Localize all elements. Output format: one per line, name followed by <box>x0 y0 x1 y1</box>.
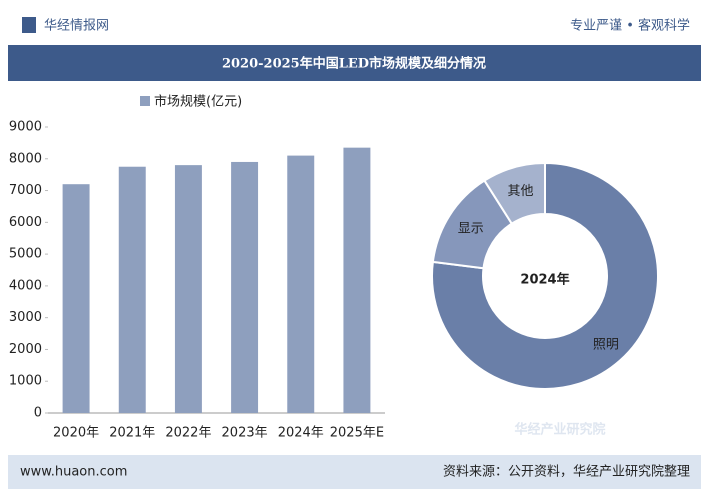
legend-label: 市场规模(亿元) <box>154 94 242 110</box>
y-tick-label: 5000 <box>9 247 42 262</box>
y-tick-label: 1000 <box>9 374 42 389</box>
donut-segment <box>483 161 546 226</box>
bar <box>174 165 202 413</box>
y-tick-label: 2000 <box>9 342 42 357</box>
x-tick-label: 2023年 <box>222 426 268 441</box>
x-tick-label: 2025年E <box>330 426 384 441</box>
brand: 华经情报网 <box>44 19 109 34</box>
x-tick-label: 2024年 <box>278 426 324 441</box>
legend-swatch <box>140 96 150 106</box>
footer-bar <box>8 455 701 489</box>
center-label: 2024年 <box>520 272 569 288</box>
title-banner <box>8 45 701 81</box>
y-tick-label: 0 <box>34 406 42 421</box>
y-tick-label: 3000 <box>9 310 42 325</box>
bar <box>118 166 146 413</box>
logo-icon <box>22 17 36 33</box>
bar <box>62 184 90 413</box>
chart-title: 2020-2025年中国LED市场规模及细分情况 <box>222 56 486 72</box>
donut-chart: 照明 显示 其他 2024年 <box>431 161 659 390</box>
x-tick-label: 2020年 <box>53 426 99 441</box>
y-tick-label: 6000 <box>9 215 42 230</box>
donut-segment <box>431 161 659 390</box>
y-tick-label: 8000 <box>9 151 42 166</box>
x-tick-label: 2022年 <box>165 426 211 441</box>
slogan: 专业严谨 • 客观科学 <box>570 18 690 34</box>
segment-label: 其他 <box>507 184 533 199</box>
footer-website: www.huaon.com <box>20 465 127 480</box>
bar-chart: 0 1000 2000 3000 4000 5000 6000 7000 8000 9000 市场规… <box>9 94 385 441</box>
bar <box>287 155 315 413</box>
footer-source: 资料来源：公开资料，华经产业研究院整理 <box>443 465 690 480</box>
bar <box>231 161 259 413</box>
segment-label: 显示 <box>458 221 484 236</box>
y-tick-label: 4000 <box>9 278 42 293</box>
segment-label: 照明 <box>593 338 619 353</box>
watermark: 华经产业研究院 <box>514 422 605 438</box>
y-tick-label: 9000 <box>9 120 42 135</box>
bar <box>343 147 371 413</box>
y-tick-label: 7000 <box>9 183 42 198</box>
x-tick-label: 2021年 <box>109 426 155 441</box>
